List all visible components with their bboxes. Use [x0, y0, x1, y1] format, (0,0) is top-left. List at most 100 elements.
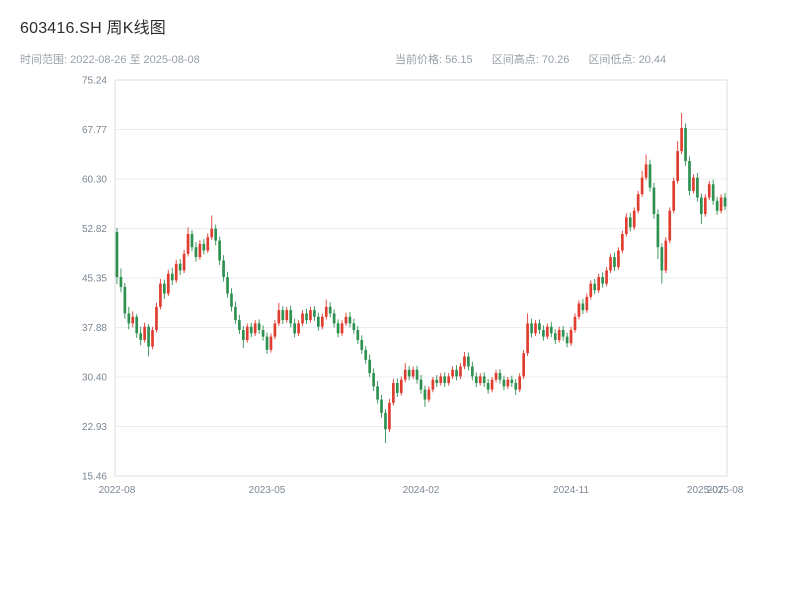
- candle-body: [451, 369, 454, 377]
- candle-body: [530, 323, 533, 334]
- candle-body: [403, 369, 407, 380]
- candle-body: [538, 323, 541, 331]
- x-tick-label: 2025-07: [687, 485, 724, 496]
- candle-body: [636, 194, 640, 211]
- current-price-label: 当前价格:: [395, 54, 443, 66]
- candle-body: [411, 369, 415, 377]
- time-range-label: 时间范围:: [20, 54, 68, 66]
- candle-body: [313, 310, 316, 317]
- candle-body: [395, 382, 399, 393]
- candle-body: [617, 250, 620, 268]
- subtitle-row: 时间范围: 2022-08-26 至 2025-08-08 当前价格: 56.1…: [20, 51, 780, 67]
- candle-body: [699, 197, 703, 215]
- candle-body: [174, 263, 178, 281]
- candle-body: [494, 373, 498, 380]
- candle-body: [589, 283, 593, 297]
- candle-body: [526, 323, 529, 354]
- candle-body: [427, 389, 431, 400]
- candle-body: [155, 306, 158, 331]
- candle-body: [143, 326, 146, 340]
- candle-body: [676, 151, 679, 181]
- x-tick-label: 2025-08: [707, 485, 744, 496]
- candle-body: [163, 283, 166, 294]
- candle-body: [269, 336, 273, 350]
- candle-body: [198, 243, 202, 258]
- candle-body: [715, 200, 719, 211]
- candle-body: [340, 323, 344, 334]
- candle-body: [159, 283, 162, 307]
- candle-body: [632, 210, 636, 228]
- candle-body: [557, 330, 561, 340]
- candle-body: [194, 247, 198, 258]
- candle-body: [581, 303, 585, 311]
- candle-body: [624, 217, 628, 234]
- candle-body: [399, 379, 403, 393]
- candle-body: [664, 240, 668, 271]
- candle-body: [147, 326, 150, 347]
- candle-body: [336, 323, 340, 334]
- candle-body: [474, 376, 478, 383]
- candle-body: [202, 243, 206, 251]
- candle-body: [245, 326, 249, 340]
- candle-body: [506, 379, 510, 387]
- candle-body: [127, 313, 131, 324]
- candle-body: [613, 257, 616, 268]
- candle-body: [435, 379, 439, 383]
- candle-body: [656, 214, 660, 248]
- candle-body: [490, 379, 494, 390]
- candle-body: [486, 382, 490, 390]
- current-price-stat: 当前价格: 56.15: [395, 54, 473, 66]
- candle-body: [585, 296, 589, 311]
- candle-body: [692, 177, 695, 191]
- candle-body: [190, 233, 194, 248]
- candle-body: [534, 323, 537, 334]
- candle-body: [478, 376, 482, 383]
- candle-body: [293, 323, 296, 334]
- candle-body: [178, 263, 182, 271]
- kline-chart: 75.24 67.77 60.30 52.82 45.35 37.88 30.40 22.93…: [20, 68, 780, 513]
- candle-body: [660, 247, 664, 271]
- candle-body: [166, 273, 170, 294]
- candle-body: [186, 233, 190, 254]
- candle-body: [652, 187, 656, 215]
- range-low-label: 区间低点:: [588, 54, 636, 66]
- time-range: 时间范围: 2022-08-26 至 2025-08-08: [20, 54, 200, 66]
- candle-body: [640, 177, 644, 195]
- candle-body: [388, 402, 391, 430]
- y-tick-label: 67.77: [82, 125, 107, 136]
- candle-body: [502, 379, 506, 387]
- candle-body: [316, 316, 320, 327]
- candle-body: [514, 382, 518, 390]
- candle-body: [119, 277, 123, 287]
- y-tick-label: 22.93: [82, 422, 107, 433]
- candle-body: [723, 197, 727, 207]
- range-low-value: 20.44: [638, 54, 667, 66]
- candle-body: [368, 359, 372, 374]
- candle-body: [482, 376, 486, 383]
- x-tick-label: 2023-05: [249, 485, 286, 496]
- candle-body: [257, 323, 261, 331]
- range-high-stat: 区间高点: 70.26: [492, 54, 570, 66]
- candle-body: [601, 277, 604, 284]
- range-high-value: 70.26: [541, 54, 570, 66]
- candle-body: [703, 197, 707, 215]
- candle-body: [688, 161, 691, 191]
- candle-body: [597, 277, 601, 291]
- candle-body: [332, 313, 336, 324]
- candle-body: [170, 273, 174, 281]
- candle-body: [569, 330, 573, 344]
- candle-body: [455, 369, 458, 377]
- candle-body: [573, 316, 577, 331]
- time-range-value: 2022-08-26 至 2025-08-08: [70, 54, 200, 66]
- candle-body: [546, 326, 549, 337]
- candle-body: [230, 293, 233, 307]
- candle-body: [356, 330, 360, 340]
- candle-body: [372, 373, 375, 387]
- candle-body: [447, 376, 450, 383]
- candle-body: [696, 177, 699, 198]
- candle-body: [609, 257, 612, 271]
- candle-body: [684, 127, 687, 162]
- candle-body: [360, 339, 364, 350]
- candle-body: [352, 323, 356, 331]
